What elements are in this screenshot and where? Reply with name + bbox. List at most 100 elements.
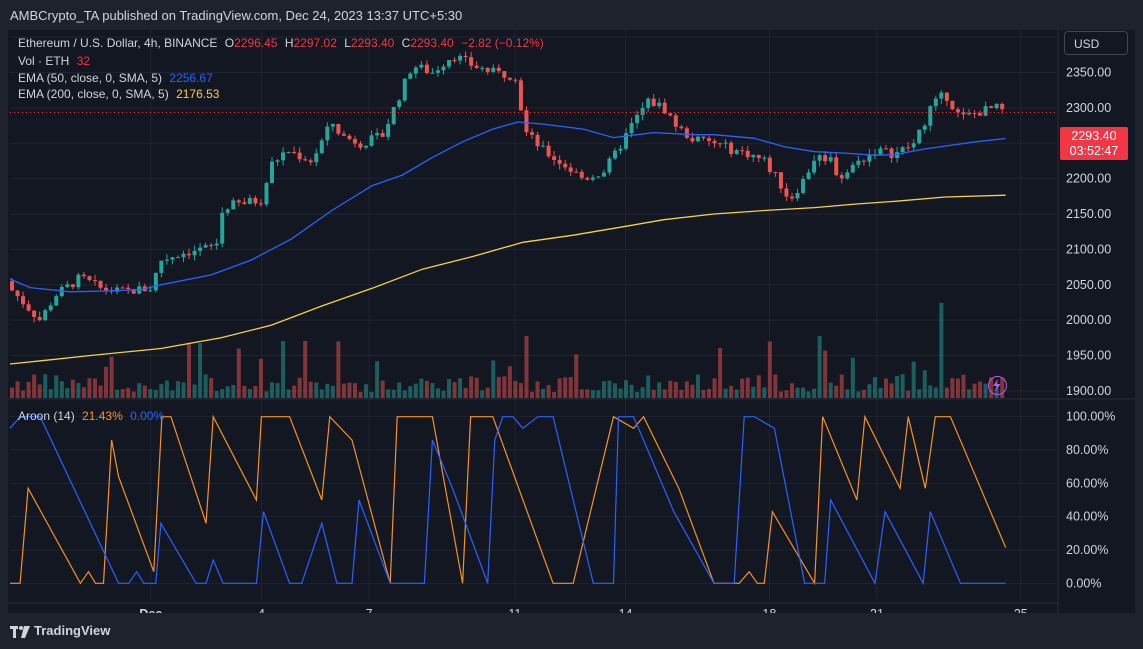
- candle-body: [336, 123, 341, 134]
- volume-bar: [906, 390, 911, 398]
- lightning-icon[interactable]: [988, 376, 1007, 395]
- volume-bar: [115, 389, 120, 398]
- volume-bar: [684, 381, 689, 398]
- currency-button[interactable]: USD: [1064, 31, 1128, 55]
- candle-body: [801, 178, 806, 194]
- candle-body: [198, 247, 203, 251]
- candle-body: [375, 133, 380, 136]
- candle-body: [922, 125, 927, 130]
- ema50-value: 2256.67: [169, 71, 213, 85]
- ema50-label[interactable]: EMA (50, close, 0, SMA, 5): [18, 71, 163, 85]
- candle-body: [524, 110, 529, 133]
- candle-body: [297, 152, 302, 160]
- volume-bar: [762, 387, 767, 398]
- volume-bar: [640, 387, 645, 398]
- candle-body: [684, 128, 689, 138]
- candle-body: [745, 150, 750, 158]
- candle-body: [513, 79, 518, 81]
- candle-body: [994, 103, 999, 108]
- price-tick-label: 2000.00: [1066, 313, 1111, 327]
- volume-bar: [198, 343, 203, 398]
- candle-body: [795, 193, 800, 199]
- volume-bar: [26, 381, 31, 398]
- chart-canvas[interactable]: 2400.002350.002300.002250.002200.002150.…: [8, 30, 1135, 613]
- candle-body: [983, 106, 988, 116]
- ema200-line: [9, 194, 1006, 365]
- candle-body: [203, 245, 208, 248]
- candle-body: [950, 100, 955, 110]
- volume-bar: [878, 387, 883, 398]
- ema200-legend: EMA (200, close, 0, SMA, 5) 2176.53: [18, 87, 223, 101]
- volume-bar: [187, 342, 192, 398]
- volume-bar: [585, 389, 590, 398]
- candle-body: [231, 200, 236, 210]
- volume-bar: [430, 383, 435, 398]
- time-tick-label: 18: [762, 607, 776, 613]
- symbol-name[interactable]: Ethereum / U.S. Dollar, 4h, BINANCE: [18, 36, 218, 50]
- time-tick-label: 11: [508, 607, 521, 613]
- price-tick-label: 2200.00: [1066, 172, 1111, 186]
- candle-body: [491, 67, 496, 72]
- volume-bar: [65, 387, 70, 398]
- volume-bar: [480, 390, 485, 398]
- candle-body: [662, 102, 667, 114]
- candle-body: [364, 145, 369, 148]
- candle-body: [253, 197, 258, 204]
- candle-body: [26, 304, 31, 311]
- price-tick-label: 1900.00: [1066, 384, 1111, 398]
- publisher-bar: AMBCrypto_TA published on TradingView.co…: [0, 0, 1143, 30]
- candle-body: [673, 115, 678, 127]
- candle-body: [679, 126, 684, 129]
- candle-body: [762, 157, 767, 159]
- aroon-label[interactable]: Aroon (14): [18, 409, 75, 423]
- candle-body: [32, 310, 37, 317]
- candle-body: [806, 172, 811, 179]
- volume-bar: [375, 361, 380, 398]
- volume-bar: [170, 390, 175, 398]
- high-label: H: [284, 36, 294, 50]
- footer-bar: TradingView: [0, 613, 1143, 649]
- candle-body: [170, 257, 175, 260]
- volume-bar: [596, 390, 601, 398]
- aroon-up-value: 21.43%: [82, 409, 123, 423]
- candle-body: [314, 153, 319, 163]
- volume-bar: [784, 390, 789, 398]
- volume-bar: [563, 377, 568, 398]
- candle-body: [187, 253, 192, 256]
- volume-bar: [618, 388, 623, 398]
- candle-body: [695, 136, 700, 142]
- volume-bar: [236, 348, 241, 398]
- candle-body: [978, 113, 983, 116]
- volume-bar: [458, 378, 463, 398]
- candle-body: [773, 171, 778, 173]
- volume-bar: [679, 389, 684, 398]
- ema200-label[interactable]: EMA (200, close, 0, SMA, 5): [18, 87, 169, 101]
- time-tick-label: 4: [258, 607, 265, 613]
- volume-bar: [325, 383, 330, 398]
- candle-body: [380, 133, 385, 137]
- candle-body: [65, 284, 70, 287]
- volume-bar: [513, 381, 518, 398]
- volume-bar: [386, 389, 391, 398]
- volume-label[interactable]: Vol · ETH: [18, 54, 70, 68]
- tradingview-brand[interactable]: TradingView: [10, 623, 110, 638]
- candle-body: [850, 164, 855, 173]
- candle-body: [76, 274, 81, 288]
- volume-bar: [629, 384, 634, 398]
- volume-bar: [286, 389, 291, 398]
- brand-name: TradingView: [34, 623, 111, 638]
- ema50-line: [9, 121, 1006, 293]
- volume-bar: [673, 382, 678, 398]
- candle-body: [292, 152, 297, 154]
- time-tick-label: 7: [366, 607, 373, 613]
- candle-body: [579, 171, 584, 178]
- aroon-tick-label: 100.00%: [1066, 410, 1115, 424]
- chart-frame[interactable]: 2400.002350.002300.002250.002200.002150.…: [8, 30, 1135, 613]
- candle-body: [529, 132, 534, 135]
- volume-bar: [43, 374, 48, 398]
- volume-bar: [624, 380, 629, 398]
- candle-body: [502, 71, 507, 78]
- volume-bar: [452, 382, 457, 398]
- volume-bar: [668, 380, 673, 398]
- candle-body: [635, 114, 640, 124]
